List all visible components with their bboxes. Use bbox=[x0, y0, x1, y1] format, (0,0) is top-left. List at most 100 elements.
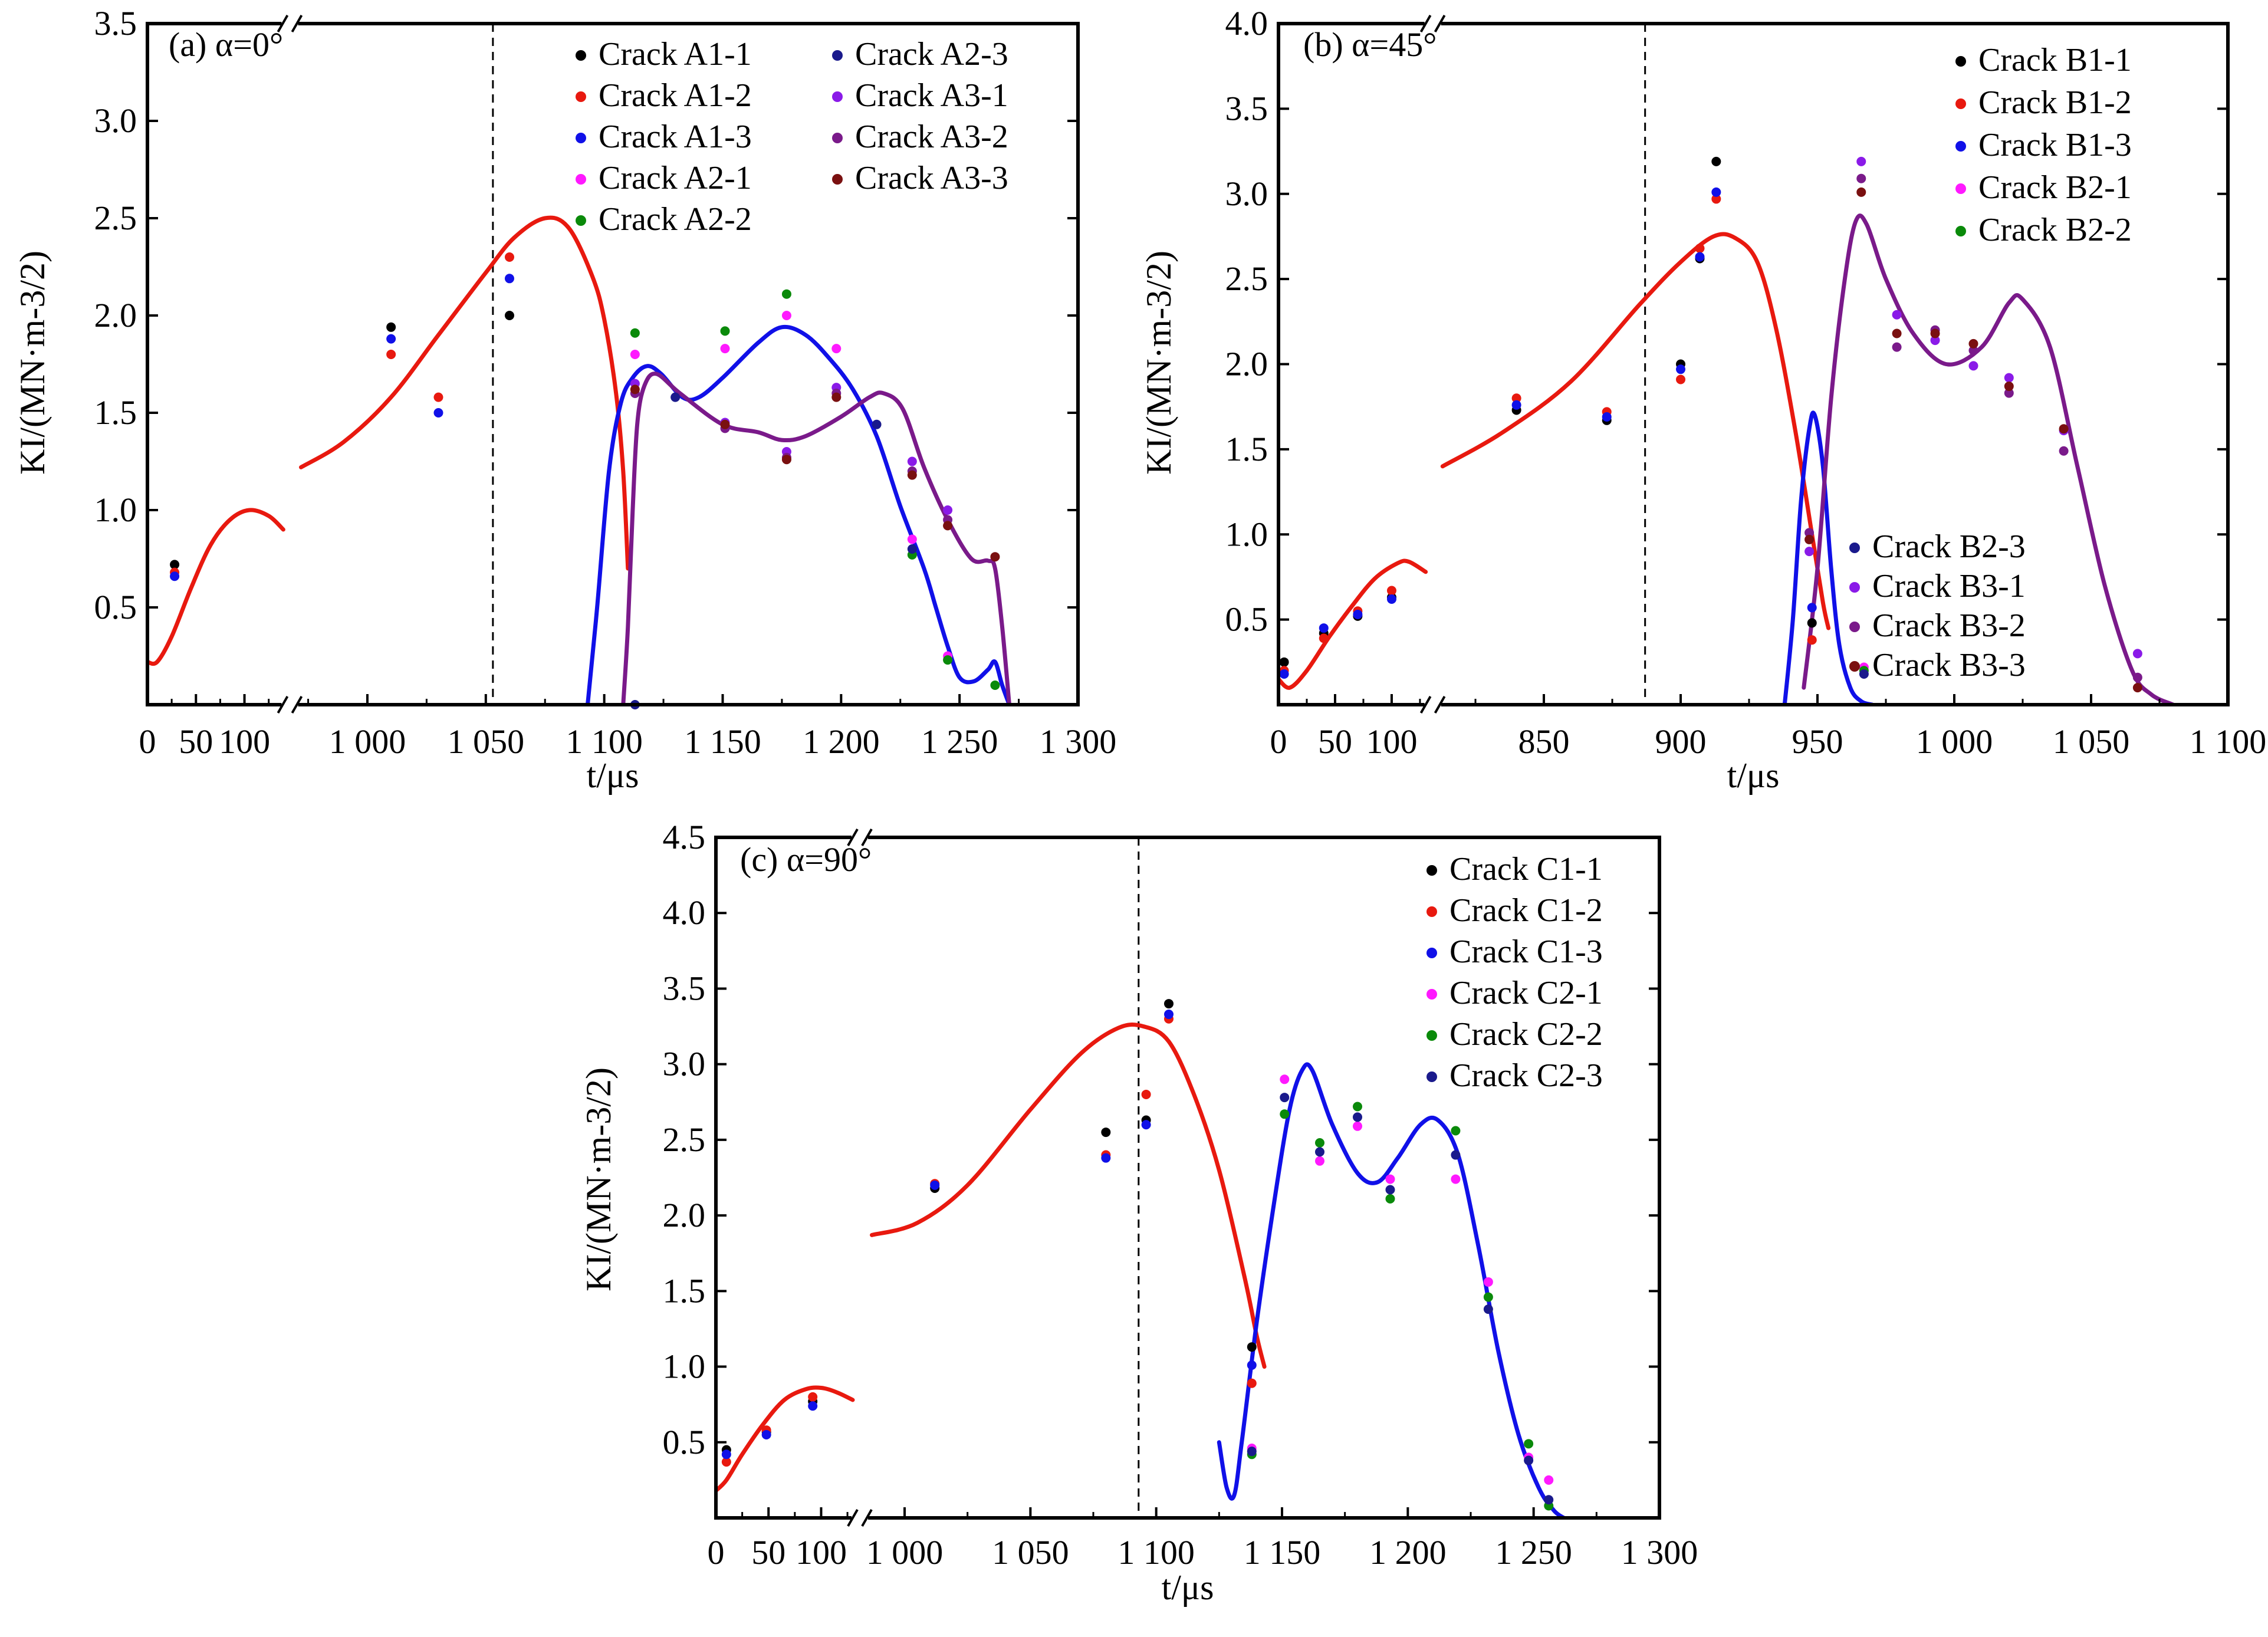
legend-marker bbox=[1849, 661, 1860, 672]
x-tick-label: 950 bbox=[1792, 722, 1843, 761]
data-point bbox=[2132, 649, 2142, 659]
legend-marker bbox=[1849, 543, 1860, 553]
legend-marker bbox=[1426, 989, 1437, 1000]
x-tick-label: 1 050 bbox=[448, 722, 525, 761]
x-tick-label: 1 050 bbox=[2053, 722, 2130, 761]
axis-break-gap bbox=[281, 15, 298, 32]
x-tick-label: 100 bbox=[1366, 722, 1417, 761]
fitted-curve-2 bbox=[1217, 1062, 1566, 1518]
data-point bbox=[930, 1180, 940, 1190]
x-tick-label: 1 050 bbox=[992, 1533, 1069, 1572]
fitted-curve-0 bbox=[147, 508, 285, 666]
data-point bbox=[1386, 586, 1396, 596]
data-point bbox=[781, 289, 791, 299]
fitted-curve-2 bbox=[586, 324, 1011, 705]
series-crack-a2-3 bbox=[630, 392, 917, 709]
data-point bbox=[1602, 412, 1612, 422]
data-point bbox=[1280, 1093, 1290, 1103]
axis-break-mark bbox=[291, 696, 303, 714]
x-tick-label: 50 bbox=[751, 1533, 785, 1572]
data-point bbox=[1164, 999, 1174, 1009]
data-point bbox=[1483, 1277, 1493, 1287]
y-tick-label: 4.0 bbox=[663, 893, 706, 932]
data-point bbox=[1807, 618, 1817, 628]
legend-marker bbox=[576, 174, 586, 185]
data-point bbox=[504, 274, 514, 284]
panel-label: (c) α=90° bbox=[740, 840, 872, 879]
legend-entry: Crack C1-2 bbox=[1449, 892, 1603, 929]
legend-marker bbox=[576, 133, 586, 143]
data-point bbox=[1711, 156, 1721, 166]
data-point bbox=[1892, 342, 1902, 352]
data-point bbox=[1711, 194, 1721, 204]
y-axis-label: KI/(MN·m-3/2) bbox=[13, 251, 52, 475]
x-tick-label: 1 200 bbox=[803, 722, 880, 761]
data-point bbox=[1101, 1128, 1111, 1138]
data-point bbox=[907, 456, 917, 466]
y-tick-label: 0.5 bbox=[1225, 600, 1268, 639]
data-point bbox=[2132, 683, 2142, 693]
data-point bbox=[1385, 1185, 1395, 1195]
x-tick-label: 100 bbox=[219, 722, 270, 761]
legend-entry: Crack B3-1 bbox=[1872, 568, 2026, 604]
y-tick-label: 2.5 bbox=[1225, 259, 1268, 298]
fitted-curve-1 bbox=[870, 1023, 1267, 1369]
x-axis-label: t/μs bbox=[1727, 756, 1780, 795]
curves bbox=[716, 1023, 1566, 1518]
data-point bbox=[1695, 252, 1705, 262]
legend: Crack C1-1 Crack C1-2 Crack C1-3 Crack C2-1… bbox=[1426, 851, 1603, 1094]
series-crack-b1-3 bbox=[1279, 187, 1817, 679]
series-crack-b2-3 bbox=[1859, 669, 1869, 679]
axis-break-mark bbox=[1419, 696, 1432, 714]
x-tick-label: 1 000 bbox=[866, 1533, 944, 1572]
data-point bbox=[1856, 173, 1866, 183]
data-point bbox=[386, 334, 396, 344]
legend-marker bbox=[1955, 98, 1966, 109]
y-tick-label: 1.0 bbox=[94, 491, 137, 529]
series-crack-b3-3 bbox=[1804, 187, 2142, 693]
legend-marker bbox=[1955, 56, 1966, 67]
legend-entry: Crack A1-1 bbox=[599, 36, 752, 73]
series-crack-c2-3 bbox=[1247, 1093, 1554, 1505]
legend-entry: Crack A1-2 bbox=[599, 77, 752, 114]
data-point bbox=[1711, 187, 1721, 197]
legend-entry: Crack B3-3 bbox=[1872, 647, 2026, 683]
data-point bbox=[1524, 1439, 1534, 1449]
data-point bbox=[1930, 336, 1940, 346]
data-point bbox=[433, 392, 443, 402]
curves bbox=[147, 215, 1011, 705]
data-point bbox=[907, 470, 917, 480]
data-point bbox=[1483, 1292, 1493, 1302]
axis-break-gap bbox=[281, 696, 298, 713]
y-tick-label: 1.0 bbox=[1225, 515, 1268, 553]
data-point bbox=[1859, 669, 1869, 679]
legend-entry: Crack B1-3 bbox=[1978, 127, 2132, 163]
legend-entry: Crack C1-3 bbox=[1449, 933, 1603, 970]
y-tick-label: 1.5 bbox=[94, 393, 137, 432]
data-point bbox=[808, 1401, 818, 1411]
legend-entry: Crack A1-3 bbox=[599, 119, 752, 155]
plot-frame bbox=[146, 22, 1080, 706]
y-tick-label: 4.0 bbox=[1225, 4, 1268, 42]
data-point bbox=[1385, 1194, 1395, 1204]
data-point bbox=[1164, 1010, 1174, 1020]
legend: Crack B1-1 Crack B1-2 Crack B1-3 Crack B2-1… bbox=[1849, 42, 2132, 683]
data-point bbox=[943, 655, 953, 665]
axis-break-gap bbox=[852, 829, 868, 846]
legend-entry: Crack B1-2 bbox=[1978, 84, 2132, 121]
chart-panel-0: 0.5 1.0 1.5 2.0 2.5 3.0 3.5 0 50 100 1 000 1 050 1 1… bbox=[13, 4, 1116, 795]
data-point bbox=[504, 311, 514, 320]
axis-break-mark bbox=[861, 1509, 873, 1527]
data-point bbox=[386, 350, 396, 359]
data-point bbox=[1247, 1447, 1257, 1457]
x-tick-label: 1 100 bbox=[2190, 722, 2267, 761]
data-point bbox=[1247, 1342, 1257, 1352]
x-tick-label: 1 100 bbox=[566, 722, 643, 761]
x-tick-label: 1 300 bbox=[1040, 722, 1117, 761]
data-point bbox=[1807, 603, 1817, 613]
legend-entry: Crack A2-2 bbox=[599, 201, 752, 238]
data-point bbox=[831, 344, 842, 354]
data-point bbox=[1524, 1455, 1534, 1465]
